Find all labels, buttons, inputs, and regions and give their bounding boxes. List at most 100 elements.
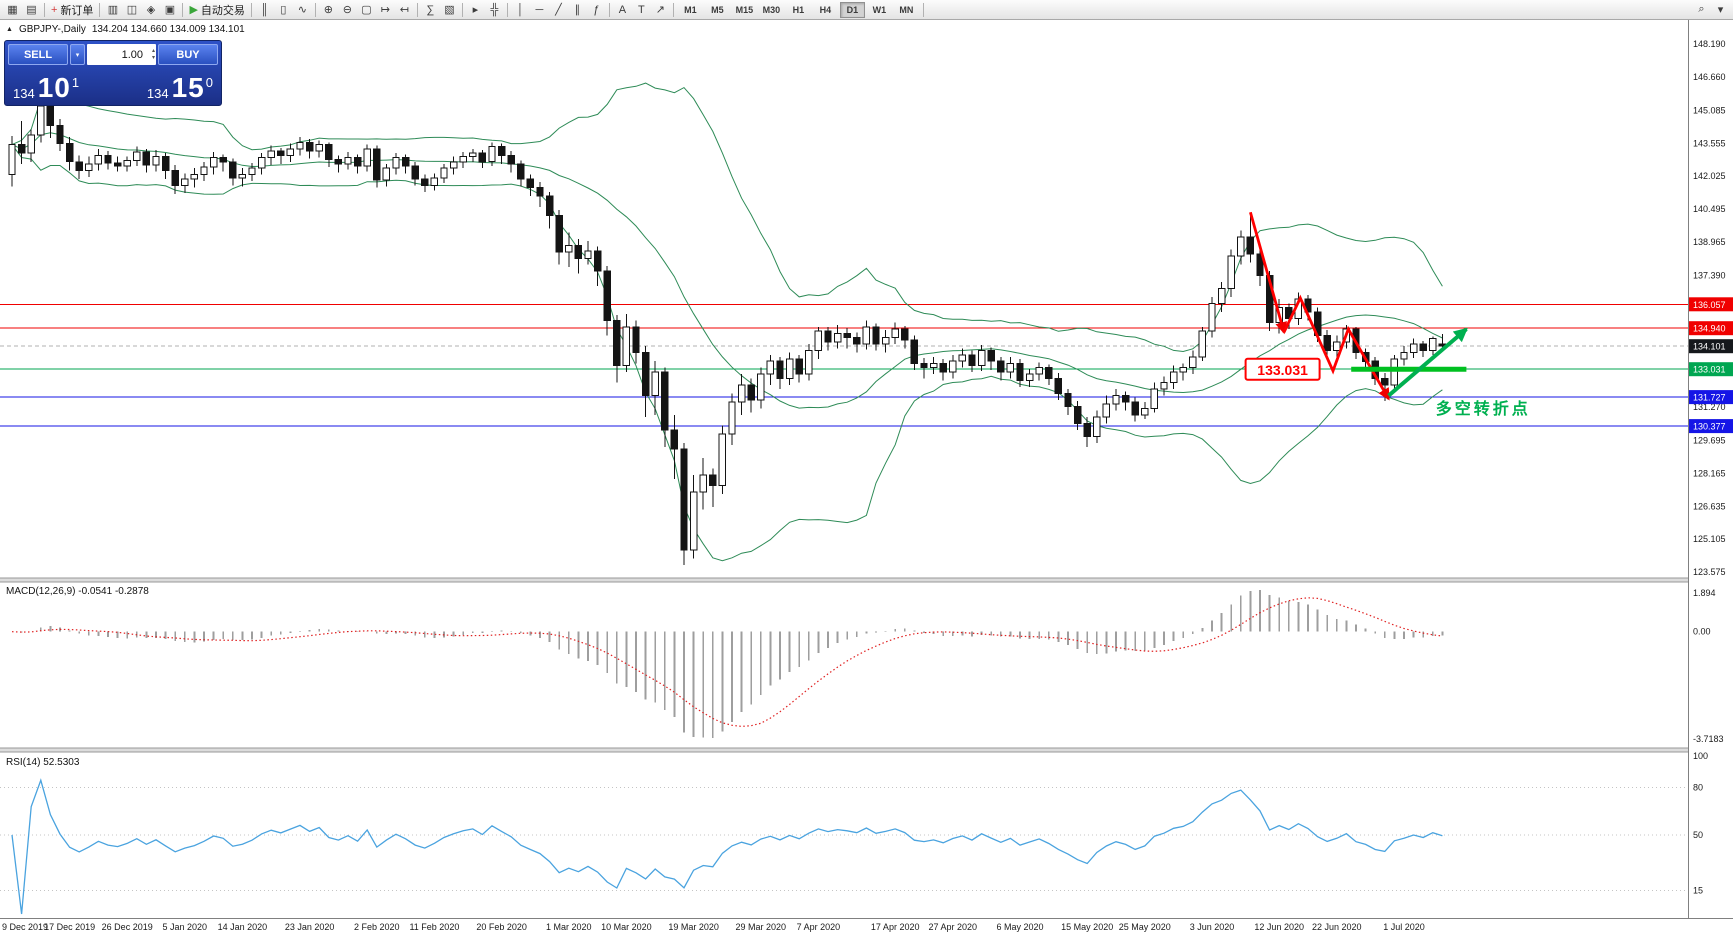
price-tick-label: 126.635 — [1693, 501, 1726, 511]
toolbar-separator — [608, 2, 610, 17]
ask-price-big: 15 — [171, 72, 205, 103]
text-icon[interactable]: A — [613, 1, 632, 18]
tile-windows-icon[interactable]: ▢ — [357, 1, 376, 18]
toolbar-options-icon[interactable]: ▾ — [1711, 1, 1730, 18]
date-tick-label: 5 Jan 2020 — [163, 922, 208, 932]
sell-button[interactable]: SELL — [8, 44, 68, 65]
autotrading-button[interactable]: ▶ 自动交易 — [186, 1, 247, 18]
chart-ohlc-values: 134.204 134.660 134.009 134.101 — [91, 24, 245, 35]
rsi-scale-label: 15 — [1693, 885, 1703, 895]
bid-price-small: 134 — [13, 86, 35, 101]
rsi-scale-label: 80 — [1693, 783, 1703, 793]
timeframe-m1-button[interactable]: M1 — [678, 2, 703, 18]
search-icon[interactable]: ⌕ — [1692, 1, 1711, 18]
toolbar-separator — [44, 2, 45, 17]
toolbar-separator — [506, 2, 508, 17]
date-tick-label: 25 May 2020 — [1119, 922, 1171, 932]
date-tick-label: 1 Mar 2020 — [546, 922, 592, 932]
fibonacci-icon-glyph: ƒ — [593, 3, 600, 16]
profiles-icon[interactable]: ▤ — [22, 1, 41, 18]
bid-price: 134 10 1 — [13, 74, 79, 102]
new-chart-icon-glyph: ▦ — [7, 4, 18, 16]
new-order-button[interactable]: + 新订单 — [48, 1, 96, 18]
zoom-in-icon[interactable]: ⊕ — [319, 1, 338, 18]
arrows-icon[interactable]: ↗ — [651, 1, 670, 18]
market-watch-icon[interactable]: ▥ — [103, 1, 122, 18]
price-tick-label: 131.270 — [1693, 402, 1726, 412]
crosshair-icon[interactable]: ╬ — [485, 1, 504, 18]
price-tick-label: 137.390 — [1693, 271, 1726, 281]
candlesticks-icon-glyph: ▯ — [280, 4, 287, 16]
bars-icon[interactable]: ║ — [255, 1, 274, 18]
price-tick-label: 125.105 — [1693, 534, 1726, 544]
templates-icon[interactable]: ▧ — [440, 1, 459, 18]
new-chart-icon[interactable]: ▦ — [3, 1, 22, 18]
sell-dropdown-icon[interactable]: ▾ — [70, 44, 85, 65]
date-tick-label: 22 Jun 2020 — [1312, 922, 1362, 932]
date-tick-label: 11 Feb 2020 — [409, 922, 459, 932]
one-click-collapse-icon[interactable]: ▲ — [6, 26, 13, 33]
date-tick-label: 1 Jul 2020 — [1383, 922, 1425, 932]
timeframe-w1-button[interactable]: W1 — [867, 2, 892, 18]
crosshair-icon-glyph: ╬ — [490, 3, 499, 16]
line-chart-icon-glyph: ∿ — [297, 4, 308, 16]
price-callout[interactable]: 133.031 — [1244, 357, 1321, 381]
volume-down-icon[interactable]: ▾ — [151, 54, 155, 61]
price-badge: 130.377 — [1689, 419, 1733, 434]
indicators-icon[interactable]: ∑ — [421, 1, 440, 18]
date-tick-label: 20 Feb 2020 — [476, 922, 527, 932]
date-tick-label: 26 Dec 2019 — [102, 922, 153, 932]
trend-zigzag-annotation[interactable] — [1249, 211, 1288, 335]
terminal-icon[interactable]: ▣ — [160, 1, 179, 18]
price-axis[interactable] — [0, 20, 1733, 919]
macd-histogram — [20, 590, 1444, 738]
channel-icon[interactable]: ∥ — [568, 1, 587, 18]
price-tick-label: 143.555 — [1693, 138, 1726, 148]
price-tick-label: 148.190 — [1693, 39, 1726, 49]
buy-button[interactable]: BUY — [158, 44, 218, 65]
templates-icon-glyph: ▧ — [444, 4, 455, 16]
rsi-scale-label: 50 — [1693, 830, 1703, 840]
toolbar-separator — [416, 2, 418, 17]
candlesticks-icon[interactable]: ▯ — [274, 1, 293, 18]
timeframe-m15-button[interactable]: M15 — [732, 2, 757, 18]
horizontal-line-icon[interactable]: ─ — [530, 1, 549, 18]
price-badge: 134.101 — [1689, 339, 1733, 354]
toolbar-separator — [672, 2, 674, 17]
chart-shift-icon[interactable]: ↤ — [395, 1, 414, 18]
cursor-icon[interactable]: ▸ — [466, 1, 485, 18]
timeframe-d1-button[interactable]: D1 — [839, 1, 865, 18]
timeframe-h4-button[interactable]: H4 — [813, 2, 838, 18]
timeframe-m30-button[interactable]: M30 — [759, 2, 784, 18]
zoom-out-icon[interactable]: ⊖ — [338, 1, 357, 18]
line-chart-icon[interactable]: ∿ — [293, 1, 312, 18]
auto-scroll-icon[interactable]: ↦ — [376, 1, 395, 18]
data-window-icon[interactable]: ◫ — [122, 1, 141, 18]
fibonacci-icon[interactable]: ƒ — [587, 1, 606, 18]
timeframe-h1-button[interactable]: H1 — [786, 2, 811, 18]
volume-spinner[interactable]: ▴ ▾ — [152, 44, 155, 65]
pane-separator[interactable] — [0, 747, 1733, 753]
navigator-icon[interactable]: ◈ — [141, 1, 160, 18]
trendline-icon[interactable]: ╱ — [549, 1, 568, 18]
trend-zigzag-annotation[interactable] — [1282, 294, 1390, 401]
up-arrow-annotation[interactable] — [1387, 327, 1468, 398]
date-tick-label: 3 Jun 2020 — [1190, 922, 1235, 932]
volume-input[interactable]: 1.00 ▴ ▾ — [87, 44, 156, 65]
turning-point-label[interactable]: 多空转折点 — [1436, 399, 1531, 418]
vertical-line-icon[interactable]: │ — [511, 1, 530, 18]
timeframe-mn-button[interactable]: MN — [894, 2, 919, 18]
data-window-icon-glyph: ◫ — [126, 4, 138, 16]
pane-separator[interactable] — [0, 577, 1733, 583]
volume-up-icon[interactable]: ▴ — [151, 47, 155, 54]
auto-scroll-icon-glyph: ↦ — [380, 4, 391, 16]
text-icon-glyph: A — [618, 3, 627, 16]
timeframe-m5-button[interactable]: M5 — [705, 2, 730, 18]
rsi-label: RSI(14) 52.5303 — [6, 757, 80, 768]
text-label-icon[interactable]: T — [632, 1, 651, 18]
toolbar-separator — [250, 2, 252, 17]
new-order-glyph: + — [51, 3, 58, 16]
price-tick-label: 129.695 — [1693, 436, 1726, 446]
candlestick-series[interactable] — [8, 80, 1447, 565]
